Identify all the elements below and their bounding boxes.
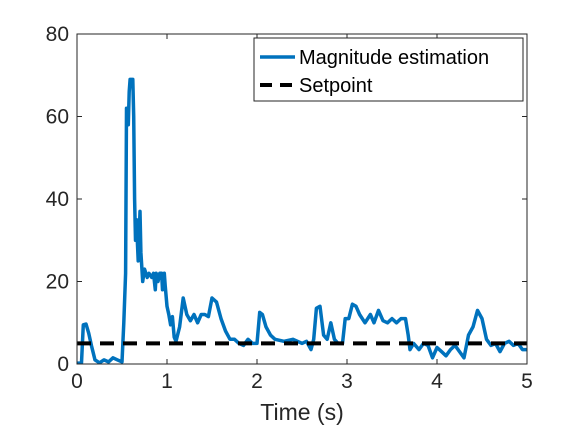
- x-tick-label: 0: [71, 370, 83, 393]
- legend-label: Magnitude estimation: [299, 47, 489, 69]
- legend-box: [253, 37, 524, 102]
- series-line-magnitude-estimation: [77, 77, 527, 364]
- x-axis-label: Time (s): [260, 399, 343, 425]
- legend-label: Setpoint: [299, 75, 373, 97]
- y-tick-label: 80: [46, 23, 69, 46]
- y-tick-label: 20: [46, 271, 69, 294]
- x-tick-label: 2: [251, 370, 263, 393]
- plot-area: [77, 77, 527, 364]
- x-tick-label: 1: [161, 370, 173, 393]
- y-tick-label: 40: [46, 188, 69, 211]
- y-tick-label: 60: [46, 106, 69, 129]
- axes: 0 1 2 3 4 5 0 20 40 60 80: [46, 23, 533, 393]
- x-tick-label: 5: [521, 370, 533, 393]
- legend: Magnitude estimation Setpoint: [253, 37, 524, 102]
- x-tick-label: 4: [431, 370, 443, 393]
- y-tick-label: 0: [57, 353, 69, 376]
- x-tick-label: 3: [341, 370, 353, 393]
